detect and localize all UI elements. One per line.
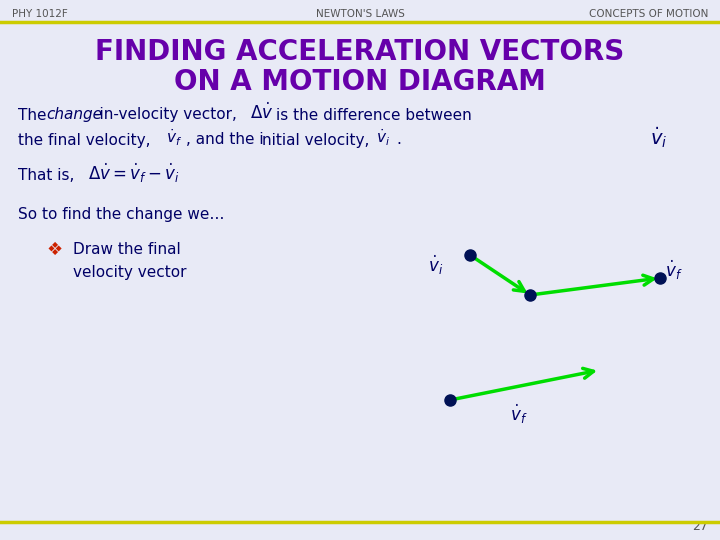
Text: ❖: ❖ xyxy=(46,241,62,259)
Text: .: . xyxy=(396,132,401,147)
Text: PHY 1012F: PHY 1012F xyxy=(12,9,68,19)
Text: $\dot{v}_f$: $\dot{v}_f$ xyxy=(166,127,182,149)
Text: $\dot{v}_i$: $\dot{v}_i$ xyxy=(376,127,390,149)
Text: $\Delta\dot{v} = \dot{v}_f - \dot{v}_i$: $\Delta\dot{v} = \dot{v}_f - \dot{v}_i$ xyxy=(88,161,180,185)
Text: CONCEPTS OF MOTION: CONCEPTS OF MOTION xyxy=(589,9,708,19)
Text: velocity vector: velocity vector xyxy=(73,265,186,280)
Text: The: The xyxy=(18,107,51,123)
Text: , and the i: , and the i xyxy=(186,132,264,147)
Text: nitial velocity,: nitial velocity, xyxy=(262,132,369,147)
Text: is the difference between: is the difference between xyxy=(276,107,472,123)
Text: $\Delta\dot{v}$: $\Delta\dot{v}$ xyxy=(250,103,274,123)
Text: $\dot{v}_f$: $\dot{v}_f$ xyxy=(510,402,528,426)
Text: That is,: That is, xyxy=(18,167,74,183)
Text: the final velocity,: the final velocity, xyxy=(18,132,150,147)
Text: So to find the change we…: So to find the change we… xyxy=(18,207,225,222)
Text: FINDING ACCELERATION VECTORS: FINDING ACCELERATION VECTORS xyxy=(95,38,625,66)
Text: $\dot{v}_i$: $\dot{v}_i$ xyxy=(650,126,667,151)
Text: NEWTON'S LAWS: NEWTON'S LAWS xyxy=(315,9,405,19)
Text: change: change xyxy=(46,107,102,123)
Text: Draw the final: Draw the final xyxy=(73,242,181,258)
Text: -in-velocity vector,: -in-velocity vector, xyxy=(94,107,237,123)
Text: $\dot{v}_f$: $\dot{v}_f$ xyxy=(665,259,683,281)
Text: $\dot{v}_i$: $\dot{v}_i$ xyxy=(428,253,444,276)
Text: ON A MOTION DIAGRAM: ON A MOTION DIAGRAM xyxy=(174,68,546,96)
Text: 27: 27 xyxy=(692,521,708,534)
